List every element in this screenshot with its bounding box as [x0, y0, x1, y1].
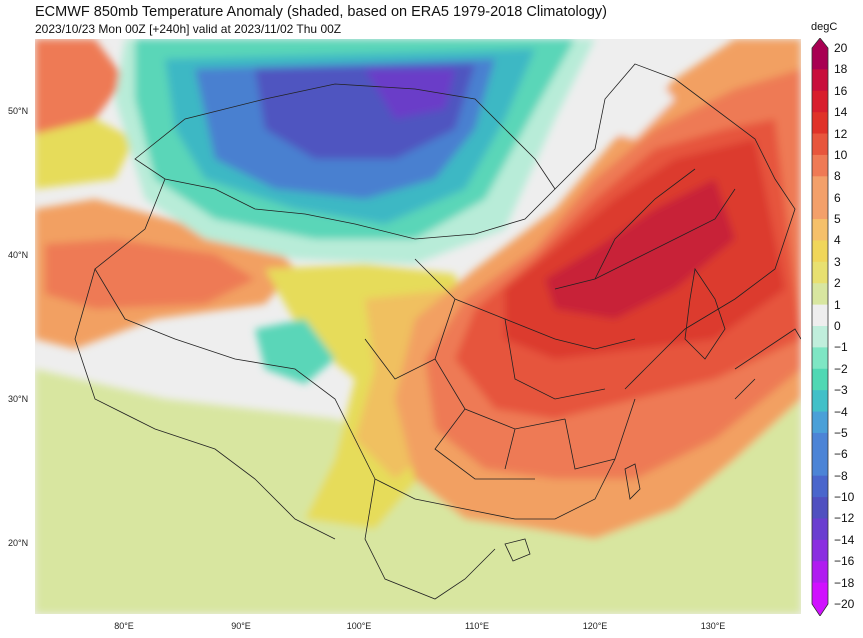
colorbar-segment	[812, 261, 828, 284]
border-japan	[734, 328, 801, 400]
shade-tibet-cyan	[255, 319, 335, 384]
colorbar-segment	[812, 454, 828, 477]
colorbar-segment	[812, 304, 828, 327]
colorbar-segment	[812, 90, 828, 113]
border-se-asia	[364, 478, 496, 600]
colorbar-segment	[812, 561, 828, 584]
colorbar-segment	[812, 539, 828, 562]
colorbar	[811, 38, 829, 616]
colorbar-tick-label: 5	[834, 212, 841, 227]
colorbar-segment	[812, 326, 828, 348]
colorbar-segment	[812, 154, 828, 177]
colorbar-segment	[812, 112, 828, 135]
shade-west-salmon	[45, 239, 255, 309]
lon-label-110: 110°E	[465, 621, 489, 631]
colorbar-segment	[812, 283, 828, 306]
colorbar-segment	[812, 432, 828, 455]
colorbar-tick-label: −8	[834, 468, 848, 483]
border-china-north	[554, 63, 796, 390]
colorbar-tick-label: 0	[834, 319, 841, 333]
colorbar-segment	[812, 176, 828, 199]
colorbar-tick-label: 1	[834, 297, 841, 312]
colorbar-extend-bottom	[812, 604, 828, 616]
lon-label-100: 100°E	[346, 621, 372, 631]
lat-label-50: 50°N	[8, 106, 29, 116]
colorbar-tick-label: 4	[834, 233, 841, 248]
lon-label-130: 130°E	[700, 621, 726, 631]
shade-light-green	[35, 369, 801, 614]
colorbar-outline	[811, 38, 829, 616]
map-field	[35, 39, 801, 614]
colorbar-tick-label: −4	[834, 404, 848, 419]
lat-label-20: 20°N	[8, 538, 29, 548]
provinces-3	[554, 168, 736, 290]
colorbar-segment	[812, 240, 828, 263]
border-india	[74, 268, 336, 540]
shade-nw-red	[35, 39, 125, 139]
lon-label-80: 80°E	[114, 621, 134, 631]
colorbar-tick-label: −20	[834, 597, 855, 611]
colorbar-segment	[812, 582, 828, 605]
colorbar-segment	[812, 133, 828, 156]
shade-nw-yellow	[35, 119, 135, 189]
colorbar-tick-label: −3	[834, 383, 848, 398]
border-china-west	[94, 178, 636, 520]
coast-taiwan	[624, 463, 641, 500]
colorbar-tick-label: 2	[834, 276, 841, 291]
colorbar-tick-label: 12	[834, 126, 848, 141]
colorbar-segment	[812, 197, 828, 220]
colorbar-tick-label: −5	[834, 425, 848, 440]
colorbar-segment	[812, 390, 828, 413]
political-boundaries	[74, 63, 801, 600]
colorbar-tick-label: 20	[834, 41, 848, 55]
anomaly-shading	[35, 39, 801, 614]
shade-cold-violet	[365, 69, 455, 119]
temperature-anomaly-map	[35, 39, 801, 614]
colorbar-tick-label: −10	[834, 490, 855, 505]
colorbar-segment	[812, 368, 828, 391]
colorbar-tick-label: −18	[834, 575, 855, 590]
map-subtitle: 2023/10/23 Mon 00Z [+240h] valid at 2023…	[35, 22, 342, 36]
lat-label-30: 30°N	[8, 394, 29, 404]
colorbar-tick-label: 14	[834, 105, 848, 120]
colorbar-tick-label: 10	[834, 147, 848, 162]
colorbar-tick-label: 3	[834, 254, 841, 269]
colorbar-segment	[812, 518, 828, 541]
colorbar-tick-label: −1	[834, 340, 848, 355]
colorbar-tick-label: −12	[834, 511, 855, 526]
colorbar-segment	[812, 411, 828, 434]
colorbar-segment	[812, 48, 828, 70]
lon-label-120: 120°E	[582, 621, 608, 631]
colorbar-tick-label: 6	[834, 190, 841, 205]
coast-hainan	[504, 538, 531, 562]
colorbar-tick-label: 8	[834, 169, 841, 184]
colorbar-unit: degC	[811, 21, 838, 33]
colorbar-tick-label: −16	[834, 554, 855, 569]
border-korea	[684, 267, 726, 360]
colorbar-tick-label: −6	[834, 447, 848, 462]
colorbar-segment	[812, 347, 828, 370]
shade-east-crimson	[545, 179, 735, 319]
border-mongolia	[134, 83, 556, 240]
shade-ne-neutral	[595, 59, 675, 139]
colorbar-segment	[812, 219, 828, 241]
colorbar-segment	[812, 475, 828, 498]
colorbar-segment	[812, 497, 828, 519]
colorbar-tick-label: 16	[834, 83, 848, 98]
provinces-2	[364, 338, 616, 480]
map-title: ECMWF 850mb Temperature Anomaly (shaded,…	[35, 4, 607, 20]
colorbar-extend-top	[812, 38, 828, 48]
colorbar-segment	[812, 69, 828, 92]
colorbar-tick-label: −14	[834, 532, 855, 547]
colorbar-tick-label: −2	[834, 361, 848, 376]
lat-label-40: 40°N	[8, 250, 29, 260]
colorbar-tick-label: 18	[834, 62, 848, 77]
lon-label-90: 90°E	[231, 621, 251, 631]
